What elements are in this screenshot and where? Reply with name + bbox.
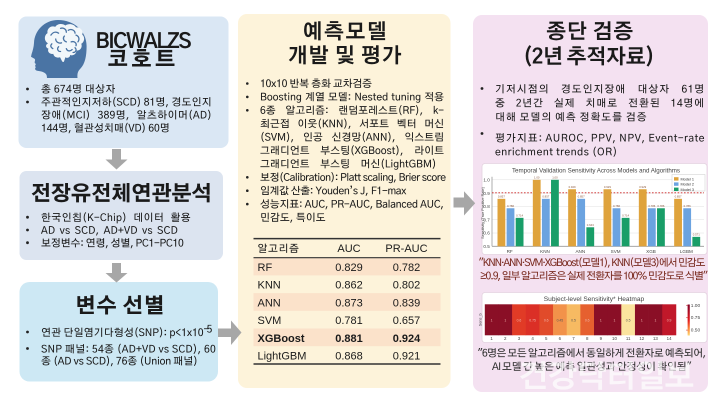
- svg-text:0.857: 0.857: [542, 195, 549, 199]
- svg-text:Model 1: Model 1: [681, 177, 695, 181]
- svg-text:1: 1: [490, 336, 493, 341]
- svg-text:0.9: 0.9: [667, 318, 672, 322]
- svg-text:RF: RF: [258, 262, 273, 274]
- svg-text:1: 1: [600, 318, 602, 322]
- svg-text:0.5: 0.5: [571, 318, 576, 322]
- svg-text:1.00: 1.00: [534, 176, 540, 180]
- svg-text:LGBM: LGBM: [680, 249, 693, 254]
- svg-text:0.924: 0.924: [393, 333, 421, 345]
- svg-text:0.5: 0.5: [626, 318, 631, 322]
- svg-text:1: 1: [654, 318, 656, 322]
- svg-text:3: 3: [518, 336, 521, 341]
- svg-text:0.786: 0.786: [613, 204, 620, 208]
- svg-text:0.786: 0.786: [684, 204, 691, 208]
- svg-text:7: 7: [572, 336, 575, 341]
- svg-text:Model 2: Model 2: [681, 183, 695, 187]
- svg-text:1.0: 1.0: [483, 178, 490, 183]
- svg-text:0.6: 0.6: [517, 318, 522, 322]
- svg-text:0.714: 0.714: [516, 214, 523, 218]
- svg-text:0.921: 0.921: [393, 351, 421, 363]
- svg-text:0.5: 0.5: [483, 244, 490, 249]
- svg-text:0.929: 0.929: [604, 185, 611, 189]
- svg-text:8: 8: [586, 336, 589, 341]
- svg-text:1.00: 1.00: [552, 176, 558, 180]
- svg-text:Sensitivity (True Positive Rat: Sensitivity (True Positive Rate): [481, 186, 485, 239]
- svg-text:0.50: 0.50: [691, 328, 701, 334]
- svg-text:0.786: 0.786: [657, 204, 664, 208]
- svg-text:0.781: 0.781: [335, 315, 363, 327]
- svg-text:0.643: 0.643: [587, 223, 594, 227]
- svg-text:0.6: 0.6: [585, 318, 590, 322]
- svg-text:0.75: 0.75: [529, 318, 536, 322]
- svg-text:0.873: 0.873: [335, 297, 363, 309]
- svg-text:10: 10: [612, 336, 617, 341]
- svg-text:2: 2: [504, 336, 507, 341]
- svg-text:0.881: 0.881: [335, 333, 363, 345]
- svg-text:0.786: 0.786: [507, 204, 514, 208]
- svg-text:KNN: KNN: [258, 280, 281, 292]
- svg-text:1: 1: [641, 318, 643, 322]
- svg-text:0.802: 0.802: [393, 280, 421, 292]
- svg-text:0.857: 0.857: [675, 195, 682, 199]
- svg-text:KNN: KNN: [540, 249, 550, 254]
- svg-text:RF: RF: [507, 249, 513, 254]
- svg-text:14: 14: [667, 336, 672, 341]
- svg-text:13: 13: [653, 336, 658, 341]
- svg-text:0.714: 0.714: [622, 214, 629, 218]
- svg-text:0.829: 0.829: [335, 262, 363, 274]
- svg-text:1: 1: [504, 318, 506, 322]
- svg-text:0.862: 0.862: [335, 280, 363, 292]
- svg-text:4: 4: [531, 336, 534, 341]
- svg-text:XGB: XGB: [646, 249, 656, 254]
- svg-text:0.839: 0.839: [393, 297, 421, 309]
- svg-text:Temporal Validation Sensitivit: Temporal Validation Sensitivity Across M…: [512, 168, 680, 175]
- svg-text:1: 1: [491, 318, 493, 322]
- svg-text:6: 6: [559, 336, 562, 341]
- svg-text:0.868: 0.868: [335, 351, 363, 363]
- svg-text:0.571: 0.571: [693, 233, 700, 237]
- svg-text:0.782: 0.782: [393, 262, 421, 274]
- svg-text:9: 9: [600, 336, 603, 341]
- svg-text:Subject-level Sensitivity* Hea: Subject-level Sensitivity* Heatmap: [544, 296, 645, 303]
- svg-text:SVM: SVM: [611, 249, 621, 254]
- svg-text:12: 12: [639, 336, 644, 341]
- svg-text:ANN: ANN: [575, 249, 585, 254]
- svg-text:1.00: 1.00: [691, 303, 701, 309]
- svg-text:XGBoost: XGBoost: [258, 333, 305, 345]
- svg-text:11: 11: [626, 336, 631, 341]
- svg-text:0.786: 0.786: [648, 204, 655, 208]
- svg-text:0.929: 0.929: [639, 185, 646, 189]
- svg-text:0.9: 0.9: [483, 191, 490, 196]
- svg-text:PR-AUC: PR-AUC: [385, 243, 427, 255]
- svg-text:0.929: 0.929: [569, 185, 576, 189]
- svg-text:0.7: 0.7: [483, 217, 490, 222]
- svg-text:0.45: 0.45: [557, 318, 564, 322]
- svg-text:5: 5: [545, 336, 548, 341]
- svg-text:0.75: 0.75: [691, 315, 701, 321]
- svg-text:SVM: SVM: [258, 315, 282, 327]
- svg-text:Model 3: Model 3: [681, 188, 695, 192]
- svg-text:0.8: 0.8: [483, 204, 490, 209]
- svg-text:0.857: 0.857: [498, 195, 505, 199]
- svg-text:AUC: AUC: [337, 243, 360, 255]
- svg-text:0.857: 0.857: [578, 195, 585, 199]
- svg-text:1: 1: [614, 318, 616, 322]
- svg-text:0.6: 0.6: [483, 231, 490, 236]
- svg-text:ANN: ANN: [258, 297, 281, 309]
- svg-text:0.6: 0.6: [544, 318, 549, 322]
- svg-text:LightGBM: LightGBM: [258, 351, 307, 363]
- svg-text:Sens_b: Sens_b: [479, 313, 483, 326]
- svg-text:0.657: 0.657: [393, 315, 421, 327]
